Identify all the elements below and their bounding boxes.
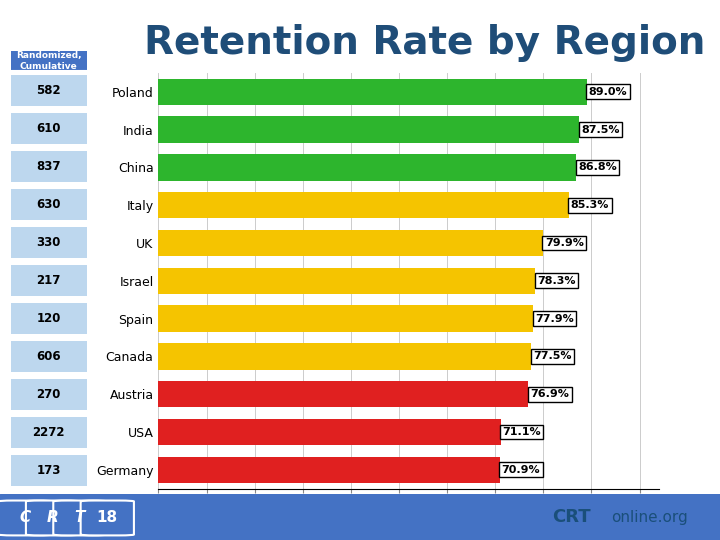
Bar xyxy=(11,455,86,485)
Bar xyxy=(11,265,86,296)
Text: 270: 270 xyxy=(37,388,60,401)
Bar xyxy=(11,227,86,258)
Text: 70.9%: 70.9% xyxy=(501,465,540,475)
Text: T: T xyxy=(75,510,85,524)
FancyBboxPatch shape xyxy=(26,501,79,536)
Bar xyxy=(11,51,86,70)
Text: 79.9%: 79.9% xyxy=(545,238,584,248)
Text: 71.1%: 71.1% xyxy=(503,427,541,437)
Bar xyxy=(11,188,86,220)
Bar xyxy=(158,456,500,483)
Text: 77.9%: 77.9% xyxy=(535,314,574,323)
Bar xyxy=(158,306,534,332)
Text: 606: 606 xyxy=(36,350,61,363)
FancyBboxPatch shape xyxy=(0,501,52,536)
Text: 2272: 2272 xyxy=(32,426,65,438)
Bar xyxy=(11,379,86,410)
Text: 89.0%: 89.0% xyxy=(588,87,627,97)
Text: 582: 582 xyxy=(36,84,61,97)
Text: CRT: CRT xyxy=(552,508,590,526)
Bar xyxy=(158,116,580,143)
Bar xyxy=(11,341,86,372)
Bar xyxy=(158,78,587,105)
Bar xyxy=(158,267,535,294)
Text: R: R xyxy=(47,510,58,524)
Text: 78.3%: 78.3% xyxy=(537,276,575,286)
Text: Retention Rate by Region: Retention Rate by Region xyxy=(144,24,706,62)
Text: 76.9%: 76.9% xyxy=(531,389,570,399)
Bar xyxy=(158,343,531,369)
Text: C: C xyxy=(19,510,31,524)
Text: 630: 630 xyxy=(36,198,61,211)
Bar xyxy=(158,154,576,180)
Bar xyxy=(158,192,569,218)
Bar xyxy=(11,302,86,334)
Text: 610: 610 xyxy=(36,122,61,135)
Bar xyxy=(158,230,543,256)
FancyBboxPatch shape xyxy=(81,501,134,536)
Text: 837: 837 xyxy=(36,160,61,173)
Text: 173: 173 xyxy=(37,464,60,477)
Bar xyxy=(11,151,86,182)
Bar xyxy=(11,416,86,448)
Text: 18: 18 xyxy=(96,510,118,524)
Text: online.org: online.org xyxy=(611,510,688,524)
Bar xyxy=(11,75,86,106)
Text: Randomized,
Cumulative: Randomized, Cumulative xyxy=(16,51,81,71)
Bar xyxy=(11,113,86,144)
Text: 120: 120 xyxy=(37,312,60,325)
Text: 85.3%: 85.3% xyxy=(571,200,609,210)
Text: 330: 330 xyxy=(37,236,60,249)
Bar xyxy=(158,381,528,407)
FancyBboxPatch shape xyxy=(53,501,107,536)
Text: 87.5%: 87.5% xyxy=(581,125,620,134)
Text: 77.5%: 77.5% xyxy=(534,352,572,361)
Bar xyxy=(158,419,500,445)
Text: 86.8%: 86.8% xyxy=(578,163,617,172)
Text: 217: 217 xyxy=(37,274,60,287)
